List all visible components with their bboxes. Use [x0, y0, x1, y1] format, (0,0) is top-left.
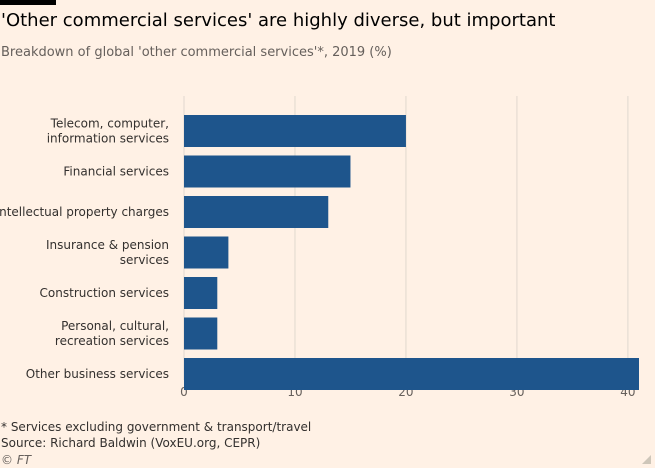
top-rule — [0, 0, 56, 5]
ft-credit: © FT — [1, 453, 32, 467]
category-label: Telecom, computer, — [50, 117, 169, 131]
bar — [184, 358, 639, 390]
bar — [184, 236, 229, 269]
category-label: Intellectual property charges — [0, 205, 169, 219]
category-label: Personal, cultural, — [61, 319, 169, 333]
category-label: Construction services — [40, 286, 169, 300]
bar — [184, 115, 406, 147]
bar — [184, 155, 351, 188]
category-label: services — [120, 253, 169, 267]
x-tick-label: 0 — [180, 385, 188, 399]
chart-subtitle: Breakdown of global 'other commercial se… — [1, 45, 392, 60]
category-label: Other business services — [26, 367, 169, 381]
resize-corner-icon — [642, 455, 651, 464]
chart-title: 'Other commercial services' are highly d… — [1, 10, 556, 31]
bar — [184, 317, 218, 350]
category-label: recreation services — [55, 334, 169, 348]
source-note: Source: Richard Baldwin (VoxEU.org, CEPR… — [1, 436, 261, 450]
bar — [184, 277, 218, 309]
footnote: * Services excluding government & transp… — [1, 420, 312, 434]
category-label: information services — [47, 132, 169, 146]
category-label: Financial services — [63, 165, 169, 179]
bar — [184, 196, 329, 228]
category-label: Insurance & pension — [46, 238, 169, 252]
